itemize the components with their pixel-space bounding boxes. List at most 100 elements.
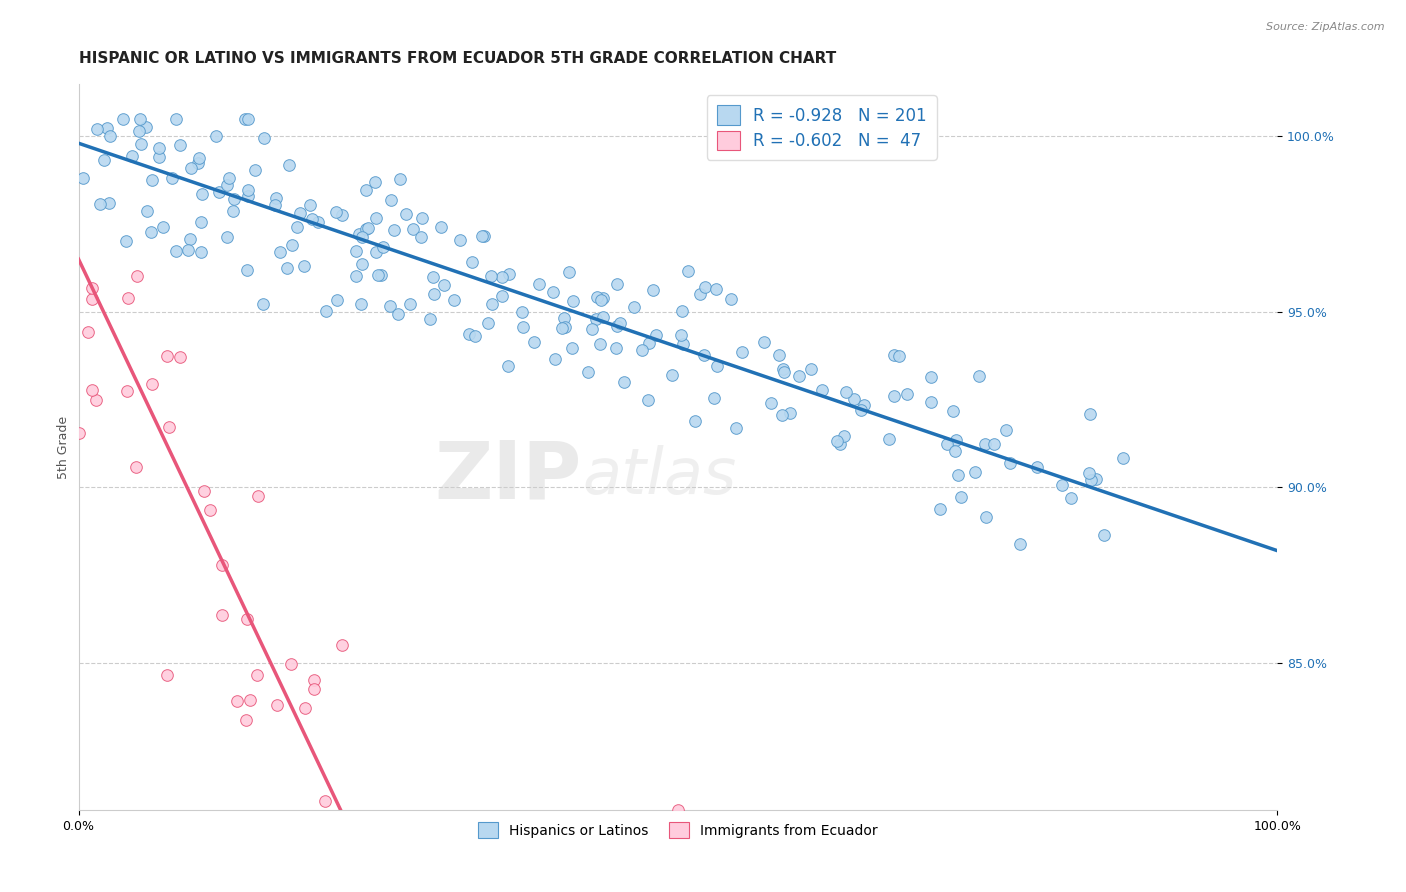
Point bbox=[524, 831, 547, 846]
Point bbox=[683, 414, 706, 428]
Point bbox=[180, 161, 202, 176]
Point bbox=[162, 170, 184, 185]
Point bbox=[498, 267, 520, 281]
Point bbox=[69, 425, 91, 440]
Text: Source: ZipAtlas.com: Source: ZipAtlas.com bbox=[1267, 22, 1385, 32]
Point bbox=[411, 211, 433, 226]
Point bbox=[512, 305, 534, 319]
Point bbox=[1050, 478, 1073, 492]
Point bbox=[246, 490, 269, 504]
Point bbox=[496, 359, 519, 373]
Point bbox=[263, 198, 285, 212]
Point bbox=[399, 296, 422, 310]
Point bbox=[361, 822, 384, 836]
Point bbox=[896, 387, 918, 401]
Point bbox=[998, 456, 1021, 470]
Point bbox=[450, 831, 472, 846]
Point bbox=[558, 265, 581, 279]
Point bbox=[676, 263, 699, 277]
Point bbox=[1025, 460, 1047, 475]
Point bbox=[1084, 472, 1107, 486]
Point bbox=[637, 393, 659, 408]
Point bbox=[512, 320, 534, 334]
Point bbox=[156, 349, 179, 363]
Point bbox=[152, 220, 174, 235]
Point bbox=[638, 335, 661, 350]
Point bbox=[877, 432, 900, 446]
Y-axis label: 5th Grade: 5th Grade bbox=[58, 416, 70, 479]
Point bbox=[761, 396, 783, 410]
Point bbox=[787, 369, 810, 384]
Point bbox=[942, 404, 965, 418]
Point bbox=[380, 194, 402, 208]
Point bbox=[706, 359, 728, 374]
Point bbox=[115, 384, 138, 398]
Point bbox=[384, 222, 406, 236]
Point bbox=[179, 232, 201, 246]
Point bbox=[350, 230, 373, 244]
Point bbox=[920, 395, 942, 409]
Point bbox=[302, 682, 325, 697]
Point bbox=[551, 321, 574, 335]
Point bbox=[298, 198, 321, 212]
Point bbox=[141, 173, 163, 187]
Point bbox=[165, 244, 187, 259]
Point bbox=[354, 222, 377, 236]
Legend: Hispanics or Latinos, Immigrants from Ecuador: Hispanics or Latinos, Immigrants from Ec… bbox=[472, 816, 883, 844]
Point bbox=[842, 392, 865, 406]
Point bbox=[344, 269, 367, 284]
Point bbox=[347, 227, 370, 242]
Point bbox=[330, 639, 353, 653]
Text: HISPANIC OR LATINO VS IMMIGRANTS FROM ECUADOR 5TH GRADE CORRELATION CHART: HISPANIC OR LATINO VS IMMIGRANTS FROM EC… bbox=[79, 51, 835, 66]
Point bbox=[117, 291, 139, 305]
Point bbox=[367, 268, 389, 283]
Point bbox=[419, 312, 441, 326]
Point bbox=[285, 219, 308, 234]
Point bbox=[720, 292, 742, 306]
Point bbox=[72, 170, 94, 185]
Point bbox=[449, 233, 471, 247]
Point bbox=[121, 148, 143, 162]
Point bbox=[314, 794, 336, 808]
Point bbox=[86, 393, 108, 408]
Point bbox=[945, 434, 967, 448]
Point bbox=[474, 831, 496, 846]
Point bbox=[661, 368, 683, 382]
Point bbox=[409, 230, 432, 244]
Point bbox=[141, 377, 163, 392]
Point bbox=[693, 348, 716, 362]
Point bbox=[592, 310, 614, 324]
Point bbox=[190, 245, 212, 260]
Point bbox=[264, 190, 287, 204]
Point bbox=[236, 183, 259, 197]
Point bbox=[350, 297, 373, 311]
Point bbox=[443, 293, 465, 307]
Point bbox=[671, 328, 693, 343]
Point bbox=[198, 503, 221, 517]
Point bbox=[222, 193, 245, 207]
Point bbox=[772, 365, 794, 379]
Point bbox=[80, 293, 103, 307]
Point bbox=[325, 205, 347, 219]
Point bbox=[544, 351, 567, 366]
Point bbox=[444, 831, 467, 846]
Point bbox=[770, 408, 793, 422]
Point bbox=[1080, 407, 1102, 421]
Point bbox=[193, 483, 215, 498]
Point bbox=[963, 465, 986, 479]
Point bbox=[830, 437, 852, 451]
Point bbox=[301, 211, 323, 226]
Point bbox=[124, 459, 146, 474]
Point bbox=[772, 362, 794, 376]
Point bbox=[364, 211, 387, 226]
Point bbox=[157, 420, 180, 434]
Point bbox=[946, 467, 969, 482]
Point bbox=[835, 384, 858, 399]
Point bbox=[86, 121, 108, 136]
Point bbox=[388, 831, 411, 846]
Point bbox=[93, 153, 115, 168]
Point bbox=[233, 112, 256, 126]
Point bbox=[666, 804, 689, 818]
Point bbox=[471, 229, 494, 244]
Point bbox=[530, 831, 553, 846]
